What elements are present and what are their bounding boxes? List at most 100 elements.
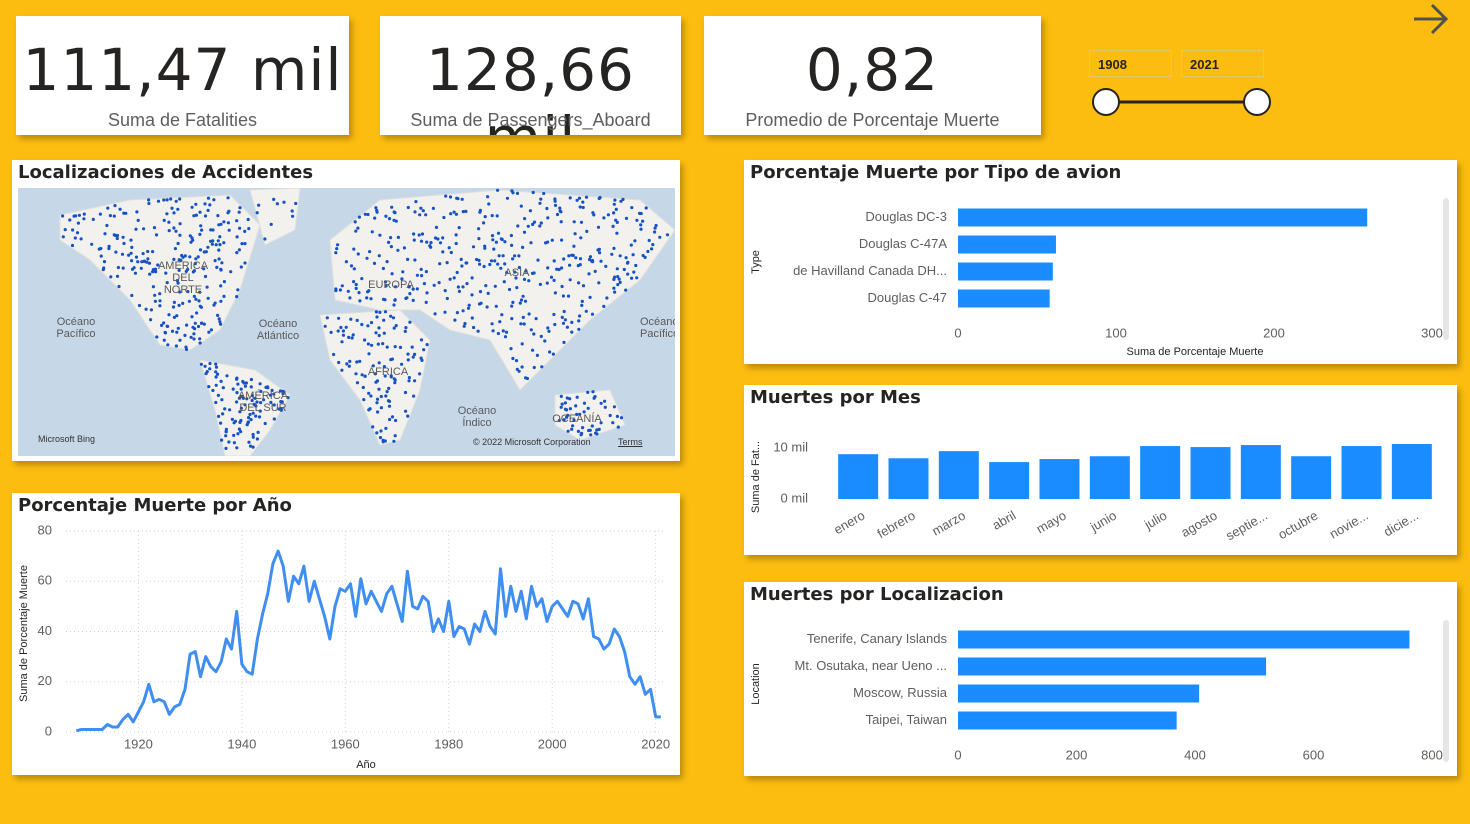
slider-handle[interactable]	[1243, 88, 1271, 116]
map-dot	[378, 436, 383, 440]
map-dot	[610, 252, 614, 256]
map-dot	[216, 239, 220, 243]
map-dot	[214, 370, 218, 374]
map[interactable]: AMÉRICA DEL NORTE Océano Pacífico Océano…	[18, 188, 675, 456]
map-dot	[214, 362, 218, 366]
map-dot	[597, 196, 601, 201]
map-dot	[574, 256, 578, 260]
map-dot	[162, 321, 166, 325]
map-dot	[146, 249, 150, 254]
map-dot	[102, 260, 107, 264]
bar	[958, 630, 1410, 649]
map-dot	[407, 376, 411, 380]
map-dot	[577, 281, 581, 285]
map-dot	[243, 242, 247, 246]
map-dot	[425, 291, 429, 295]
map-dot	[621, 197, 625, 201]
map-dot	[515, 191, 520, 195]
map-dot	[582, 410, 586, 414]
x-tick-label: 0	[954, 747, 961, 762]
map-dot	[513, 254, 517, 258]
map-dot	[246, 421, 250, 425]
map-dot	[377, 387, 381, 391]
kpi-card: 111,47 mil Suma de Fatalities	[16, 16, 349, 135]
map-dot	[175, 314, 179, 318]
map-dot	[203, 214, 208, 218]
map-dot	[226, 211, 230, 215]
map-dot	[617, 277, 621, 281]
next-page-button[interactable]	[1408, 2, 1452, 38]
map-dot	[453, 318, 457, 322]
map-dot	[562, 309, 566, 314]
map-dot	[489, 259, 494, 263]
map-terms[interactable]: Terms	[618, 437, 643, 447]
map-dot	[424, 270, 428, 274]
slider-handle[interactable]	[1092, 88, 1120, 116]
map-dot	[614, 207, 618, 211]
scrollbar	[1443, 620, 1449, 762]
map-dot	[136, 218, 140, 222]
map-dot	[389, 314, 393, 318]
map-dot	[218, 235, 222, 239]
map-dot	[568, 397, 572, 401]
map-dot	[385, 390, 389, 394]
map-dot	[407, 285, 411, 289]
map-dot	[185, 323, 189, 327]
map-dot	[561, 294, 566, 298]
map-dot	[457, 226, 461, 230]
y-tick-label: de Havilland Canada DH...	[793, 263, 947, 278]
map-dot	[619, 416, 624, 420]
card-title: Porcentaje Muerte por Tipo de avion	[750, 162, 1122, 183]
map-dot	[595, 432, 599, 436]
map-dot	[243, 261, 247, 265]
map-dot	[470, 316, 474, 320]
map-dot	[216, 372, 220, 376]
map-dot	[334, 251, 338, 255]
map-dot	[511, 356, 515, 361]
map-dot	[520, 342, 524, 346]
map-dot	[193, 262, 197, 266]
map-dot	[375, 401, 379, 405]
map-dot	[370, 343, 374, 347]
map-dot	[208, 367, 212, 371]
card-title: Porcentaje Muerte por Año	[18, 495, 292, 516]
map-dot	[171, 305, 176, 309]
map-dot	[68, 218, 72, 222]
map-dot	[383, 280, 388, 284]
map-dot	[633, 239, 637, 243]
map-dot	[624, 256, 628, 260]
bar	[958, 262, 1053, 281]
map-dot	[479, 301, 483, 305]
map-dot	[192, 294, 196, 298]
map-dot	[216, 313, 220, 317]
kpi-label: Suma de Passengers_Aboard	[410, 110, 651, 130]
y-axis-title: Suma de Fat...	[750, 441, 762, 513]
map-dot	[152, 226, 157, 230]
map-dot	[167, 229, 171, 233]
map-dot	[383, 298, 387, 302]
map-dot	[255, 400, 259, 404]
map-dot	[612, 277, 616, 281]
slider-end[interactable]: 2021	[1181, 50, 1264, 77]
map-dot	[147, 201, 151, 206]
map-dot	[597, 427, 601, 431]
map-dot	[176, 241, 180, 246]
card-title: Muertes por Localizacion	[750, 584, 1004, 605]
map-dot	[616, 425, 620, 429]
map-dot	[151, 285, 155, 289]
map-dot	[357, 291, 361, 295]
map-dot	[575, 198, 579, 202]
slider-start[interactable]: 1908	[1089, 50, 1172, 77]
map-dot	[167, 313, 171, 317]
map-dot	[538, 282, 543, 286]
map-dot	[570, 330, 574, 334]
map-dot	[210, 242, 214, 246]
x-tick-label: 1920	[124, 736, 153, 751]
x-tick-label: 600	[1303, 747, 1325, 762]
map-dot	[206, 208, 210, 212]
map-dot	[557, 418, 561, 423]
map-dot	[192, 337, 196, 341]
map-dot	[116, 265, 120, 270]
map-dot	[219, 284, 223, 288]
land	[199, 359, 291, 456]
